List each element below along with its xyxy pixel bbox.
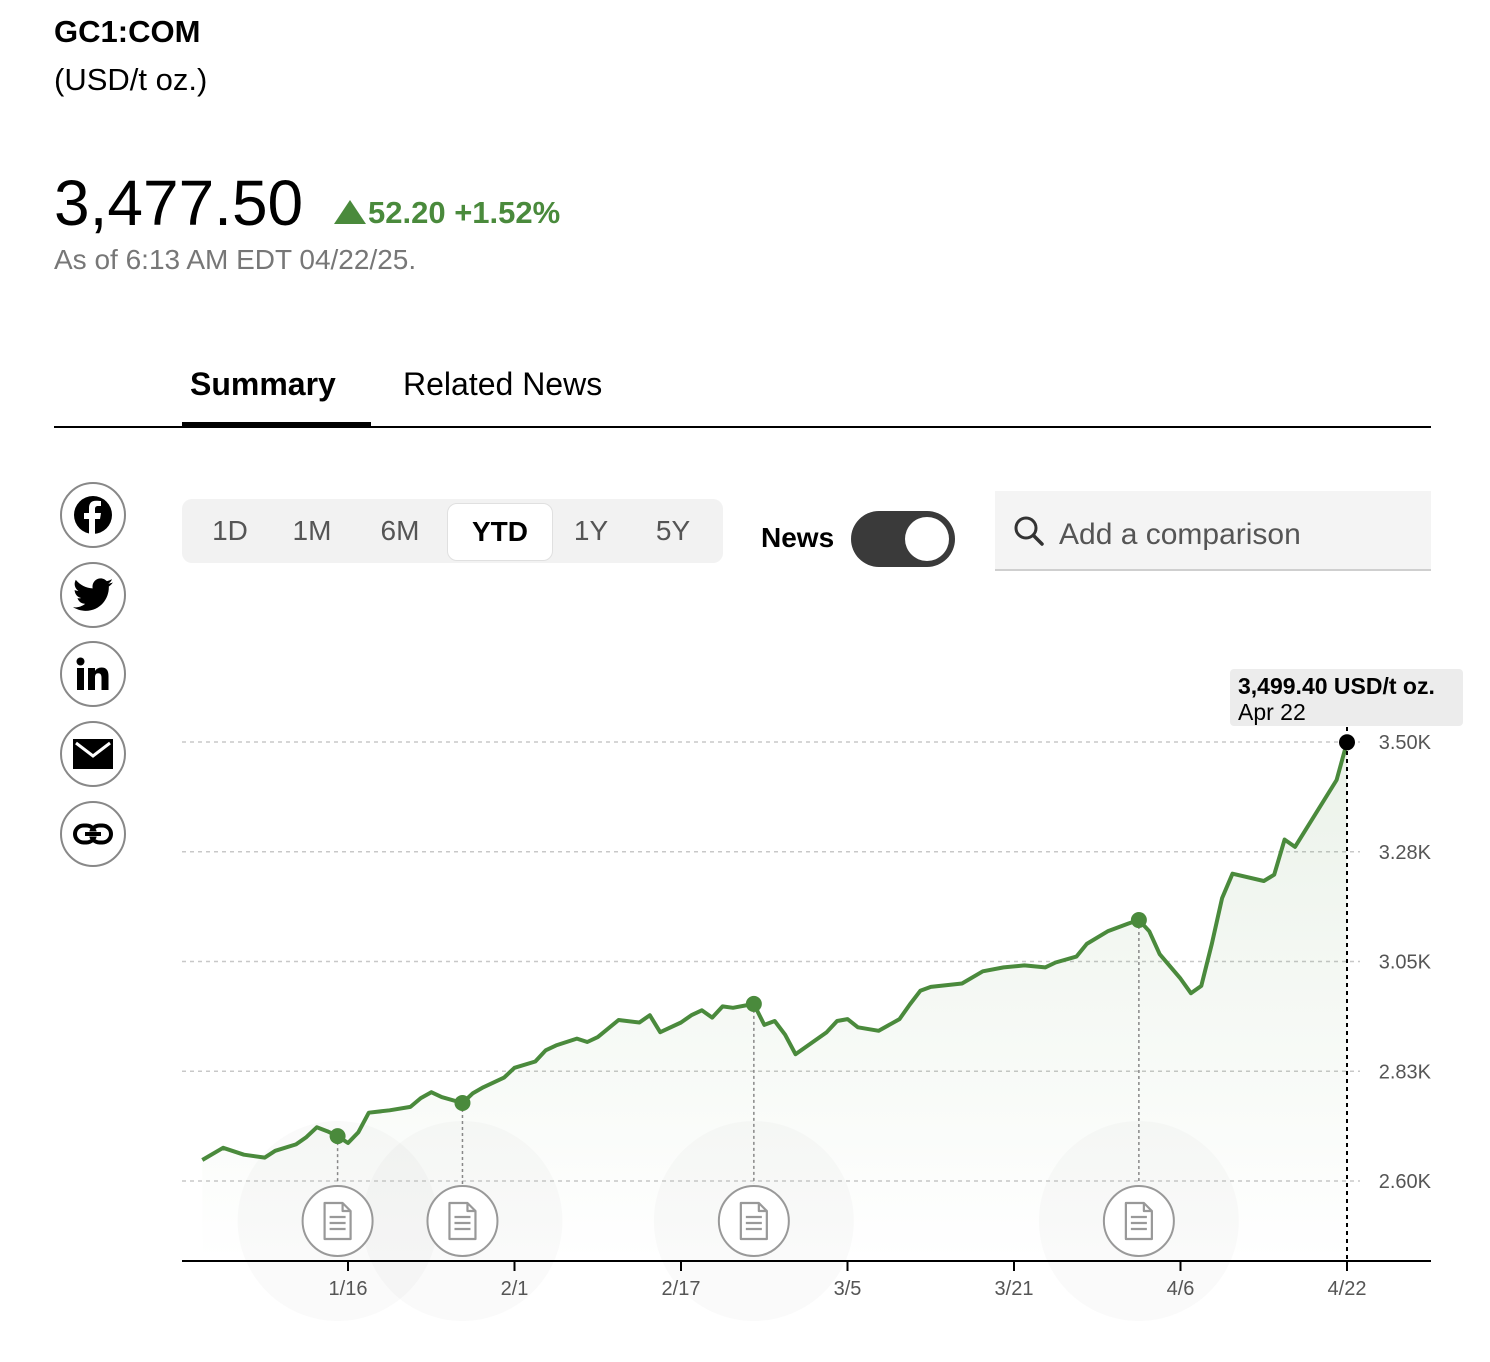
facebook-icon	[74, 496, 112, 534]
tab-bar: Summary Related News	[54, 350, 1431, 428]
period-6m[interactable]: 6M	[380, 515, 420, 546]
last-price: 3,477.50	[54, 167, 304, 239]
tooltip-value: 3,499.40 USD/t oz.	[1238, 673, 1435, 699]
news-article-icon[interactable]	[301, 1185, 374, 1257]
twitter-icon	[73, 578, 113, 611]
price-change: 52.20 +1.52%	[334, 195, 560, 231]
period-1y[interactable]: 1Y	[573, 515, 609, 546]
price-unit: (USD/t oz.)	[54, 62, 208, 97]
period-selector: 1D 1M 6M YTD 1Y 5Y	[182, 499, 723, 563]
period-5y[interactable]: 5Y	[655, 515, 691, 546]
x-tick-label: 2/17	[662, 1278, 701, 1300]
price-line	[201, 741, 1349, 1162]
x-tick-label: 3/21	[995, 1278, 1034, 1300]
copy-link-button[interactable]	[60, 801, 126, 867]
linkedin-icon	[76, 657, 109, 690]
link-icon	[73, 823, 113, 845]
news-marker-dot	[1130, 912, 1147, 929]
comparison-placeholder: Add a comparison	[1059, 518, 1301, 551]
x-tick-label: 2/1	[501, 1278, 529, 1300]
news-article-icon[interactable]	[1102, 1185, 1175, 1257]
share-twitter-button[interactable]	[60, 562, 126, 628]
y-tick-label: 3.50K	[1379, 732, 1432, 754]
period-1d[interactable]: 1D	[212, 515, 248, 546]
change-value: 52.20	[368, 195, 446, 230]
tooltip-date: Apr 22	[1238, 699, 1306, 725]
news-article-icon[interactable]	[426, 1185, 499, 1257]
x-tick-label: 1/16	[329, 1278, 368, 1300]
change-percent: +1.52%	[454, 195, 561, 230]
y-tick-label: 3.05K	[1379, 952, 1432, 974]
x-tick-label: 4/6	[1167, 1278, 1195, 1300]
news-toggle[interactable]	[851, 511, 955, 567]
x-tick-label: 4/22	[1328, 1278, 1367, 1300]
x-tick-label: 3/5	[834, 1278, 862, 1300]
as-of-timestamp: As of 6:13 AM EDT 04/22/25.	[54, 244, 417, 275]
crosshair-dot	[1339, 734, 1355, 751]
ticker-symbol: GC1:COM	[54, 14, 201, 49]
period-1m[interactable]: 1M	[292, 515, 332, 546]
news-article-icon[interactable]	[717, 1185, 790, 1257]
news-marker-dot	[454, 1094, 471, 1111]
up-triangle-icon	[334, 200, 366, 224]
price-area	[202, 742, 1347, 1261]
tab-summary[interactable]: Summary	[190, 366, 336, 402]
y-tick-label: 2.83K	[1379, 1061, 1432, 1083]
news-marker-dot	[329, 1128, 346, 1145]
price-tooltip: 3,499.40 USD/t oz. Apr 22	[1230, 669, 1463, 726]
y-tick-label: 3.28K	[1379, 842, 1432, 864]
share-linkedin-button[interactable]	[60, 641, 126, 707]
comparison-search[interactable]: Add a comparison	[995, 491, 1431, 571]
tab-related-news[interactable]: Related News	[403, 366, 603, 402]
search-icon	[1014, 516, 1044, 546]
news-toggle-label: News	[761, 522, 835, 553]
toggle-knob	[905, 517, 949, 561]
period-ytd[interactable]: YTD	[447, 503, 553, 561]
email-icon	[73, 739, 113, 769]
share-facebook-button[interactable]	[60, 482, 126, 548]
y-tick-label: 2.60K	[1379, 1171, 1432, 1193]
share-email-button[interactable]	[60, 721, 126, 787]
news-marker-dot	[745, 995, 762, 1012]
active-tab-indicator	[182, 422, 371, 428]
